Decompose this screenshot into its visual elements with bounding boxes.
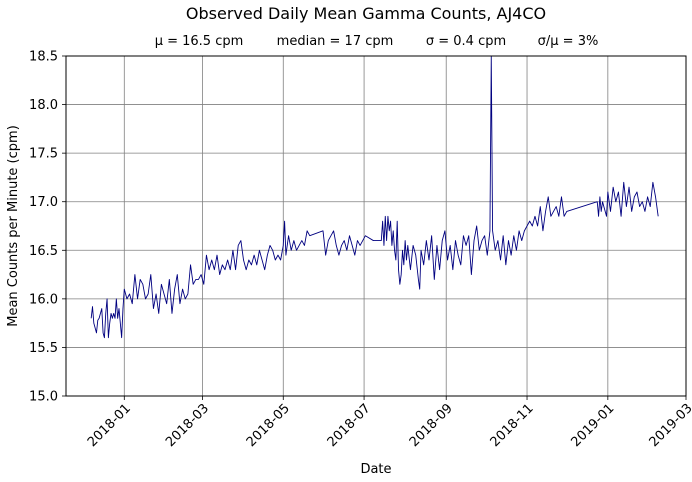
axis-ticks: 15.0 15.5 16.0 16.5 17.0 17.5 18.0 18.5 2018-01 2… — [29, 50, 692, 451]
x-tick-label: 2018-11 — [488, 401, 537, 450]
y-tick-label: 15.5 — [29, 341, 58, 356]
y-tick-label: 16.0 — [29, 292, 58, 307]
y-tick-label: 15.0 — [29, 390, 58, 405]
y-tick-label: 17.5 — [29, 147, 58, 162]
x-tick-label: 2019-03 — [647, 401, 692, 450]
x-tick-label: 2018-09 — [407, 401, 456, 450]
y-tick-label: 18.0 — [29, 98, 58, 113]
grid — [66, 55, 687, 397]
y-tick-label: 16.5 — [29, 244, 58, 259]
y-tick-label: 17.0 — [29, 195, 58, 210]
subtitle-sigma: σ = 0.4 cpm — [426, 34, 506, 49]
x-tick-label: 2018-07 — [325, 401, 374, 450]
x-axis-label: Date — [360, 462, 391, 477]
series-line — [90, 55, 659, 339]
plot-frame — [65, 55, 687, 397]
subtitle-mean: μ = 16.5 cpm — [155, 34, 244, 49]
series-layer — [90, 55, 659, 339]
x-tick-label: 2019-01 — [568, 401, 617, 450]
chart-title: Observed Daily Mean Gamma Counts, AJ4CO — [186, 4, 546, 23]
subtitle-cv: σ/μ = 3% — [538, 34, 599, 49]
x-tick-label: 2018-01 — [85, 401, 134, 450]
subtitle-median: median = 17 cpm — [277, 34, 394, 49]
x-tick-label: 2018-03 — [163, 401, 212, 450]
y-tick-label: 18.5 — [29, 50, 58, 65]
x-tick-label: 2018-05 — [244, 401, 293, 450]
y-axis-label: Mean Counts per Minute (cpm) — [6, 125, 21, 327]
